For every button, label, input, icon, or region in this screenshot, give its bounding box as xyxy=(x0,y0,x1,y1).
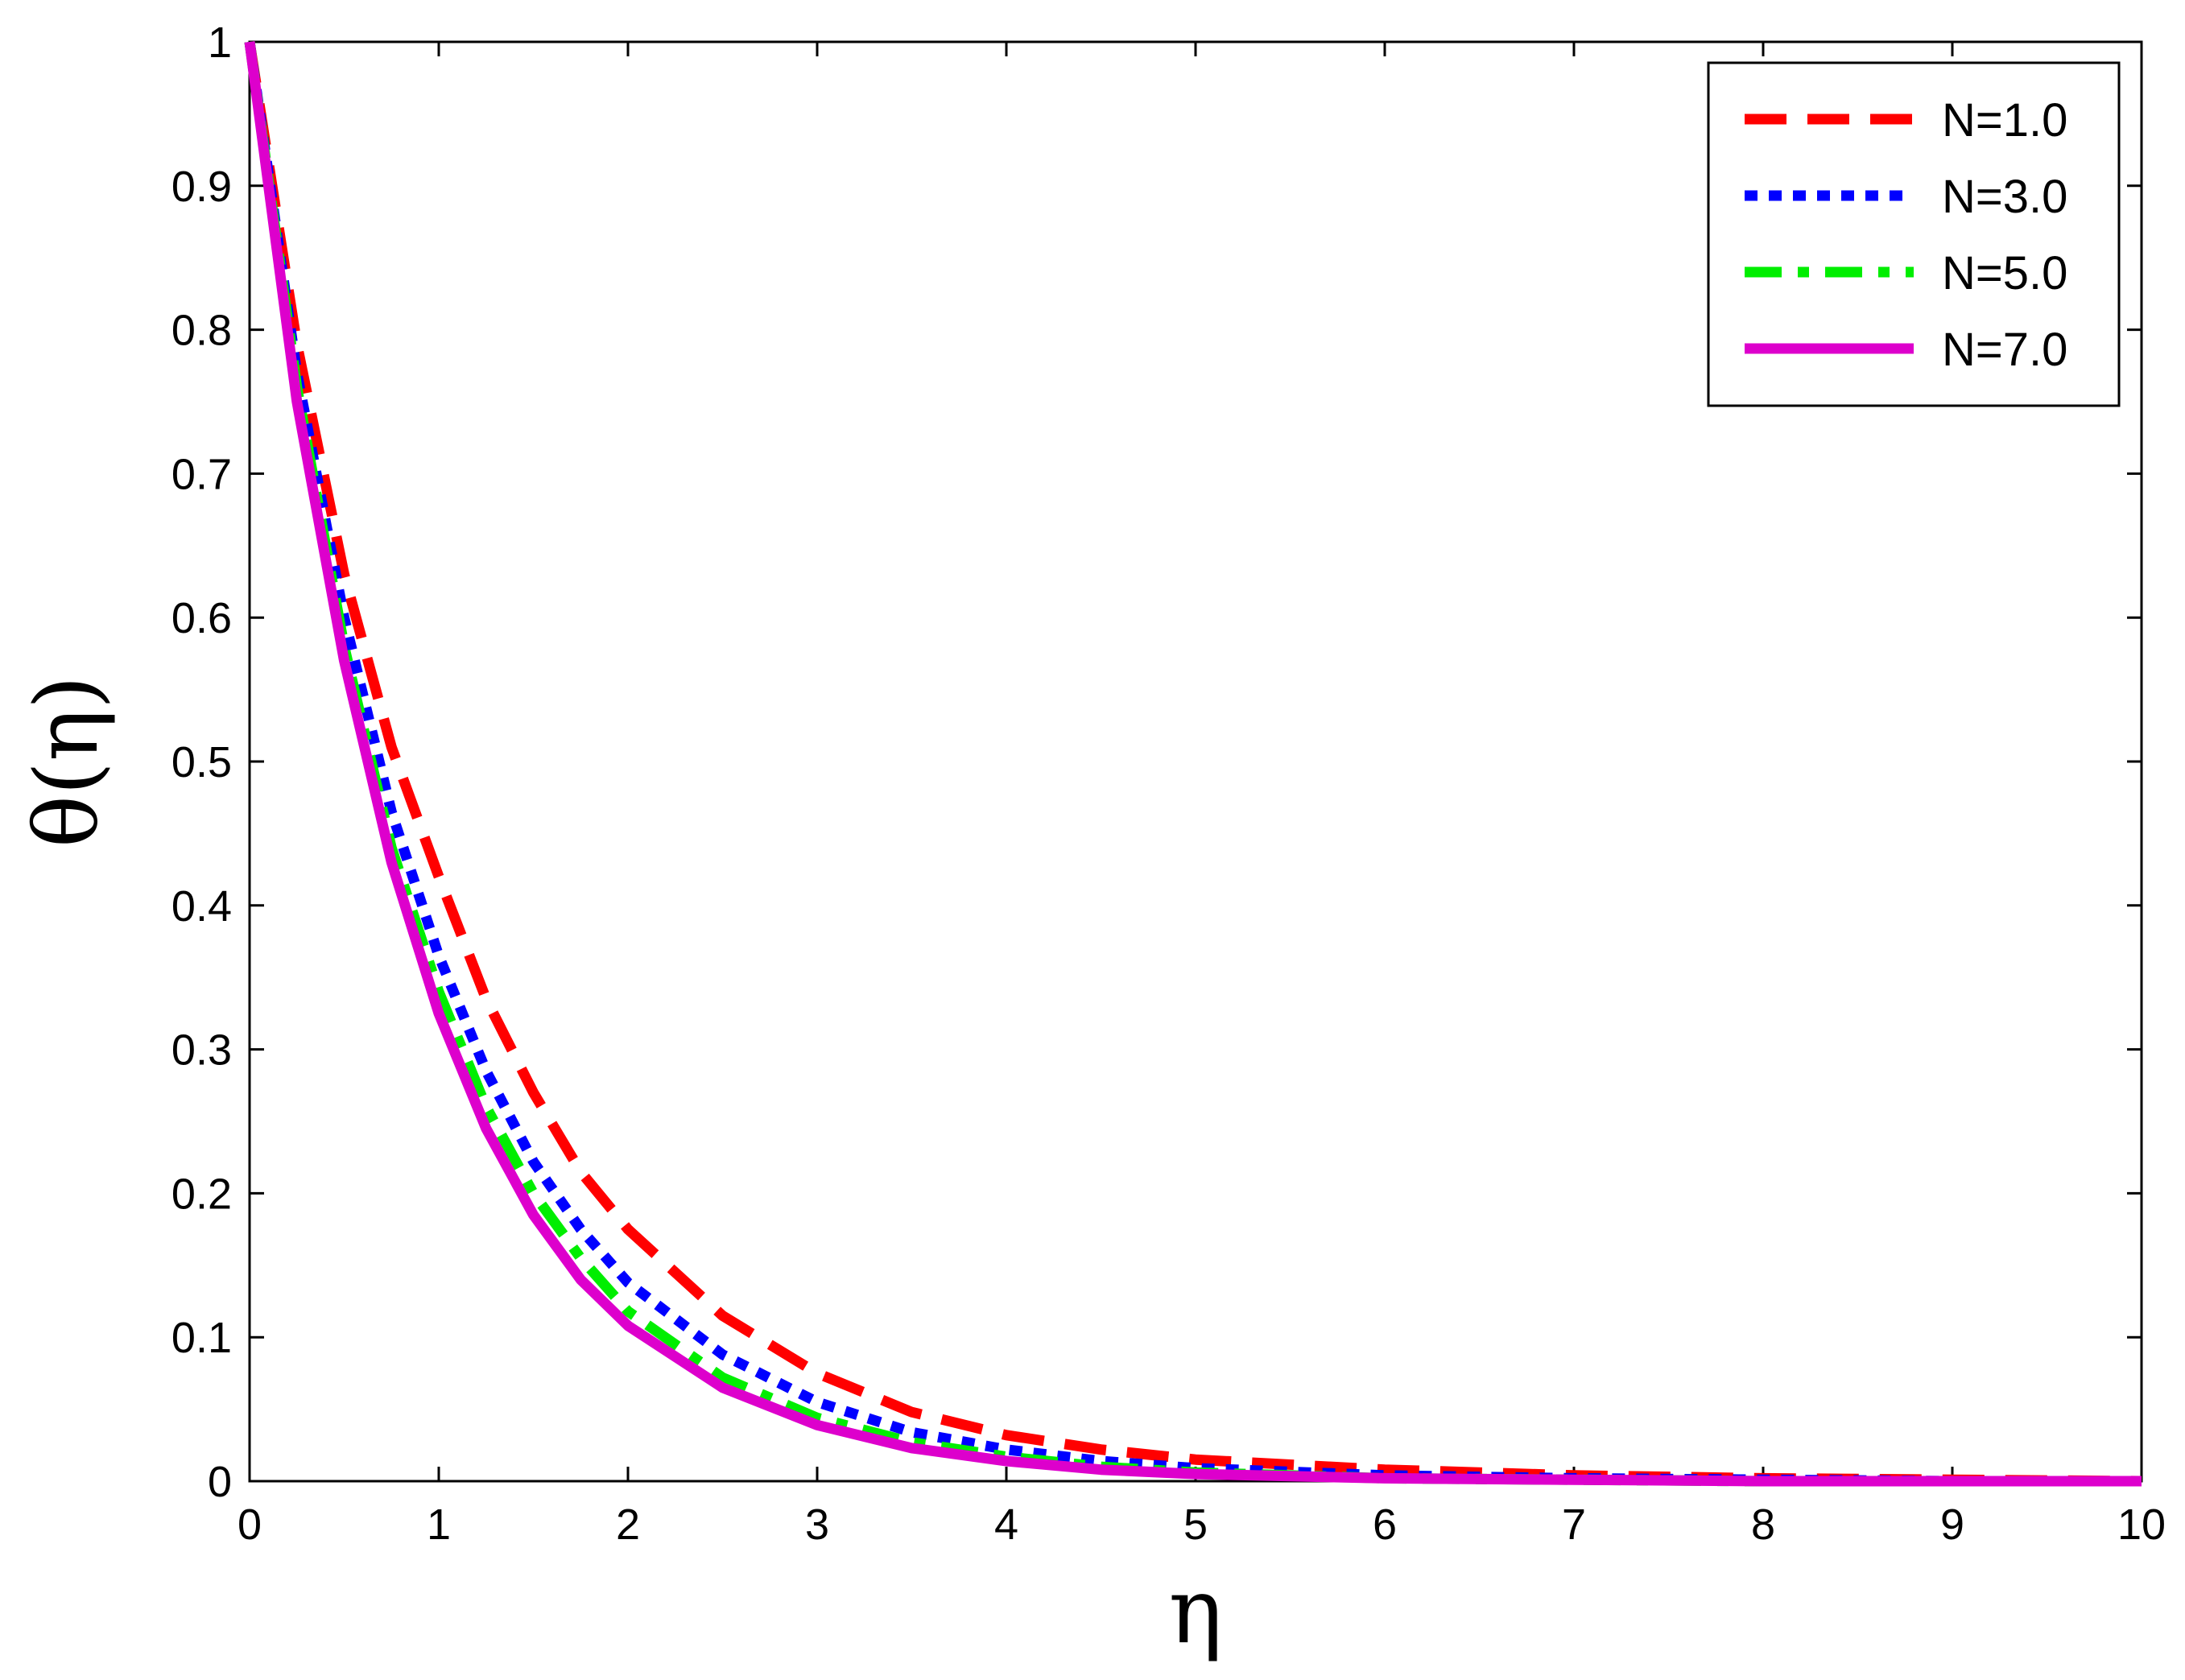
y-tick-label: 0.7 xyxy=(171,450,232,498)
x-tick-label: 2 xyxy=(616,1500,640,1549)
series-line-3 xyxy=(244,41,2142,1487)
y-tick-label: 0.4 xyxy=(171,882,232,931)
x-tick-label: 9 xyxy=(1940,1500,1964,1549)
legend: N=1.0 N=3.0 N=5.0 N=7.0 xyxy=(1707,61,2121,407)
x-tick-label: 5 xyxy=(1183,1500,1208,1549)
x-tick-label: 6 xyxy=(1373,1500,1397,1549)
y-tick-label: 0.8 xyxy=(171,307,232,355)
y-tick-label: 1 xyxy=(208,19,232,67)
y-tick-label: 0.9 xyxy=(171,163,232,211)
x-tick-label: 0 xyxy=(238,1500,262,1549)
y-tick-label: 0.5 xyxy=(171,738,232,786)
series-line-4 xyxy=(244,41,2142,1487)
legend-label-1: N=1.0 xyxy=(1942,94,2067,147)
y-tick-label: 0.3 xyxy=(171,1026,232,1075)
x-tick-label: 1 xyxy=(427,1500,451,1549)
axis-ticks: 0 1 2 3 4 5 6 7 8 9 10 0 0.1 0.2 0.3 0.4 0.5 0.6 0.7 0.8 0.9… xyxy=(171,19,2166,1549)
y-tick-label: 0.6 xyxy=(171,594,232,642)
y-tick-label: 0 xyxy=(208,1458,232,1506)
series-lines xyxy=(244,40,2142,1487)
legend-label-2: N=3.0 xyxy=(1942,171,2067,223)
legend-label-3: N=5.0 xyxy=(1942,247,2067,299)
y-tick-label: 0.1 xyxy=(171,1314,232,1362)
x-tick-label: 7 xyxy=(1562,1500,1586,1549)
legend-label-4: N=7.0 xyxy=(1942,324,2067,376)
y-tick-label: 0.2 xyxy=(171,1170,232,1218)
x-axis-label: η xyxy=(1168,1559,1222,1664)
x-tick-label: 10 xyxy=(2117,1500,2166,1549)
y-axis-label: θ(η) xyxy=(17,675,118,848)
x-tick-label: 8 xyxy=(1751,1500,1775,1549)
x-tick-label: 3 xyxy=(805,1500,829,1549)
x-tick-label: 4 xyxy=(994,1500,1018,1549)
